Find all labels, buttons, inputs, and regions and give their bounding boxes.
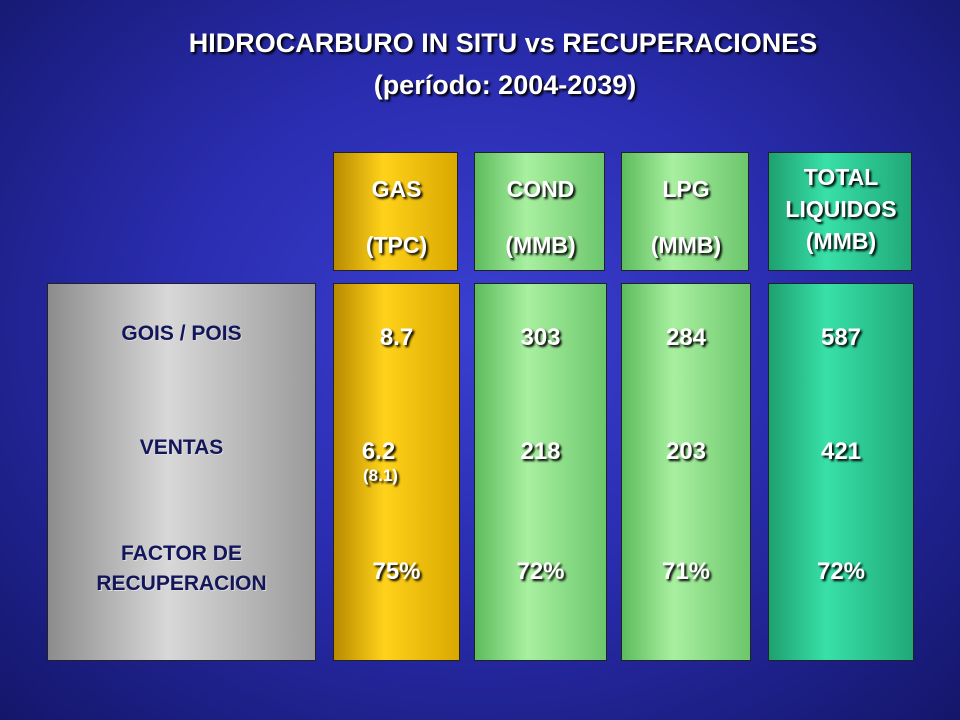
cell-value: 587 [820,324,862,351]
cell-value: 72% [816,558,866,585]
label-box [47,283,316,661]
cell-note: (8.1) [363,466,398,485]
value-box [474,283,607,661]
column-header: COND [506,176,575,202]
subtitle: (período: 2004-2039) [373,70,637,100]
value-box [768,283,914,661]
cell-value: 71% [661,558,711,585]
column-header: (TPC) [365,232,428,258]
cell-value: 203 [665,438,707,465]
header-box [474,152,605,271]
header-box [621,152,749,271]
row-label: GOIS / POIS [121,322,242,345]
column-header: (MMB) [805,228,877,254]
cell-value: 75% [372,558,421,585]
column-header: (MMB) [650,232,722,258]
column-header: LIQUIDOS [785,196,897,222]
cell-value: 72% [516,558,565,585]
cell-value: 218 [520,438,561,465]
column-header: (MMB) [505,232,576,258]
title: HIDROCARBURO IN SITU vs RECUPERACIONES [188,28,818,58]
column-header: TOTAL [803,164,879,190]
column-header: GAS [371,176,422,202]
cell-value: 421 [820,438,862,465]
value-box [333,283,460,661]
cell-value: 303 [520,324,561,351]
header-box [333,152,458,271]
cell-value: 6.2 (8.1) [315,438,442,486]
value-box [621,283,751,661]
column-header: LPG [662,176,710,202]
row-label: FACTOR DE [121,542,242,565]
row-label: RECUPERACION [96,572,267,595]
cell-value: 284 [665,324,707,351]
header-box [768,152,912,271]
cell-value: 8.7 [379,324,414,351]
row-label: VENTAS [139,436,224,459]
